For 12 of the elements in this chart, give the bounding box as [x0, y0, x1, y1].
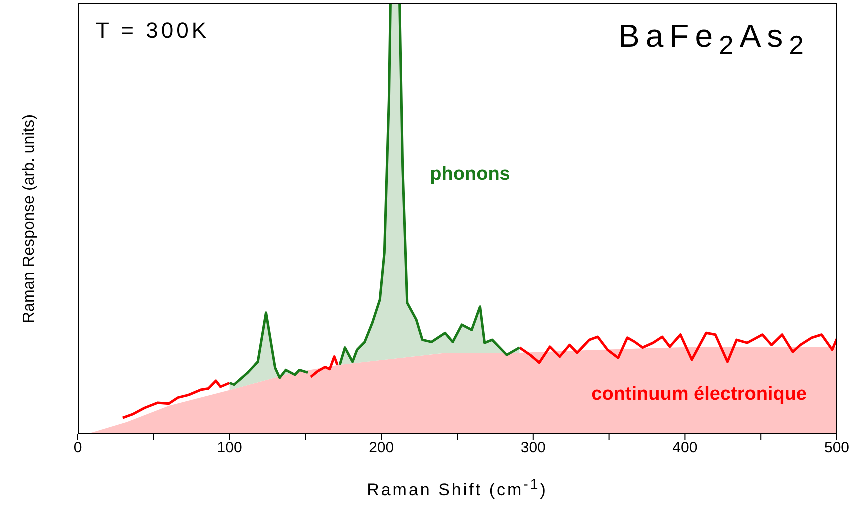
series-label: continuum électronique: [592, 384, 807, 406]
x-axis-title: Raman Shift (cm$^{-1}$): [366, 477, 549, 501]
x-tick-label: 200: [369, 440, 394, 457]
series-label: phonons: [430, 164, 510, 186]
x-tick-label: 100: [217, 440, 242, 457]
x-tick-label: 500: [824, 440, 850, 457]
x-tick-label: 300: [520, 440, 546, 457]
annotation: BaFe$_{2}$As$_{2}$: [618, 18, 810, 62]
x-tick-label: 400: [672, 440, 698, 457]
annotation: T = 300K: [96, 18, 210, 44]
x-tick-label: 0: [74, 440, 82, 457]
y-axis-title: Raman Response (arb. units): [21, 114, 39, 323]
